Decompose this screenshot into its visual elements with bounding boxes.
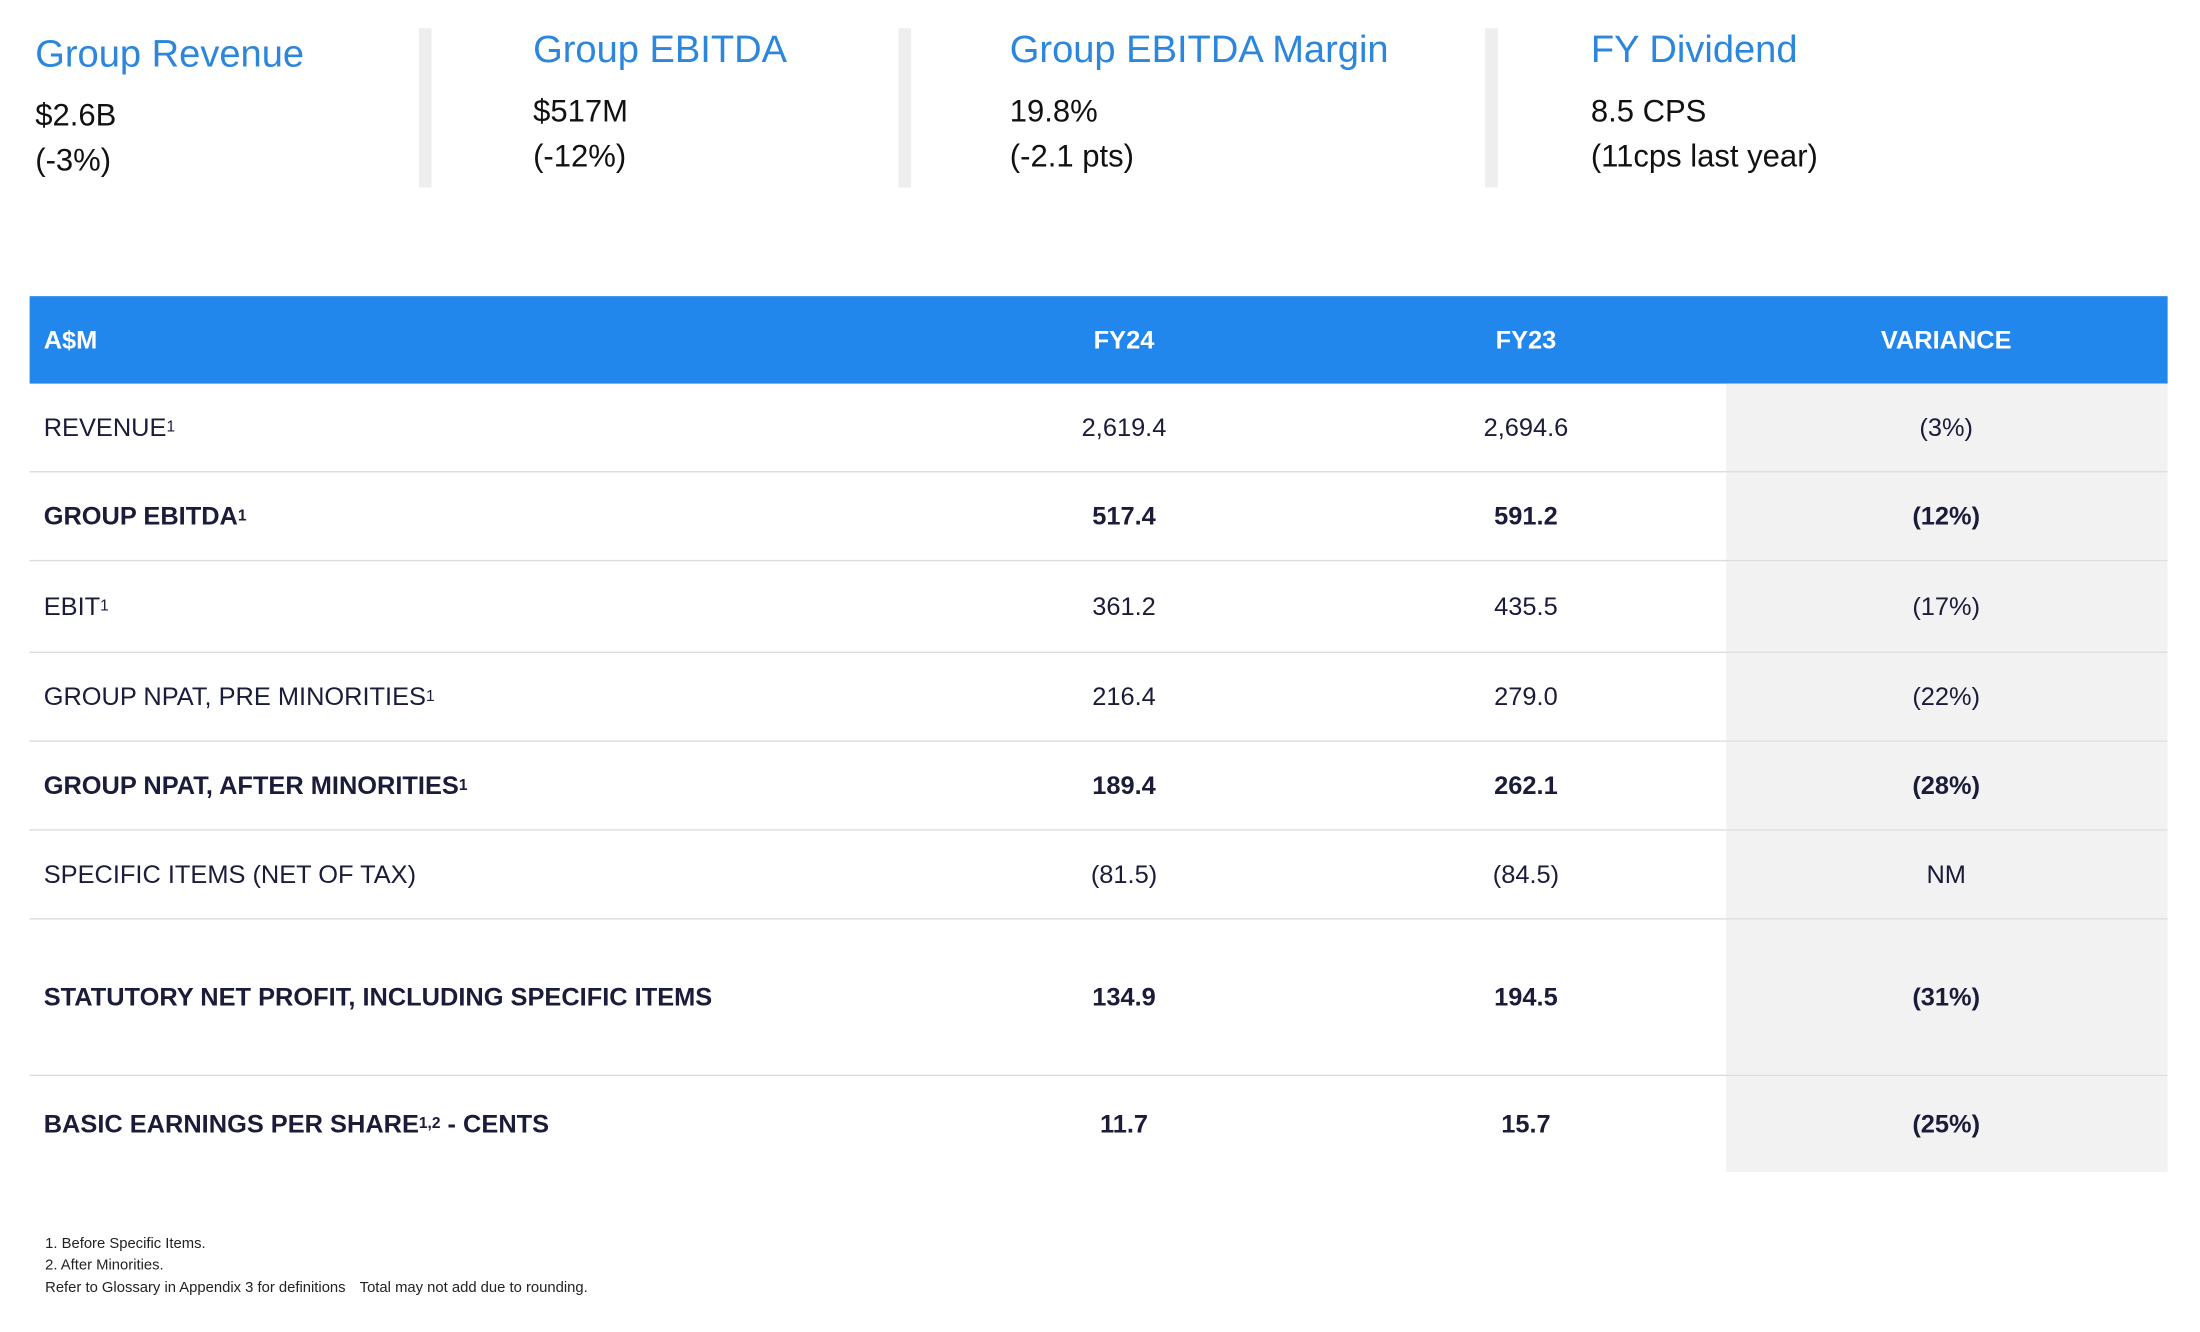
separator [418,28,432,188]
kpi-value: $2.6B [35,97,117,133]
row-label: GROUP NPAT, AFTER MINORITIES 1 [44,742,468,829]
footnote-ref: 1 [100,597,109,615]
label-text: REVENUE [43,412,167,441]
kpi-values: 8.5 CPS (11cps last year) [1591,89,1818,179]
row-label: STATUTORY NET PROFIT, INCLUDING SPECIFIC… [44,920,713,1075]
kpi: Group EBITDA $517M (-12%) [533,28,787,179]
label-text: BASIC EARNINGS PER SHARE [43,1109,419,1138]
fy23-cell: 279.0 [1494,681,1558,711]
variance-cell: (25%) [1912,1109,1981,1138]
table-row: GROUP NPAT, AFTER MINORITIES 1 189.4 262.1 (… [29,741,2168,831]
variance-shade [1726,919,2168,1075]
variance-cell: NM [1926,859,1966,888]
fy24-cell: 517.4 [1092,501,1156,530]
kpi-change: (-2.1 pts) [1009,138,1134,174]
table-row: EBIT 1 361.2 435.5 (17%) [29,561,2168,653]
kpi-change: (-12%) [533,138,627,174]
fy23-cell: 2,694.6 [1483,412,1569,441]
variance-cell: (31%) [1912,982,1981,1011]
kpi-change: (11cps last year) [1590,138,1818,174]
fy23-cell: 194.5 [1494,982,1558,1011]
variance-shade [1726,383,2168,472]
kpi-value: $517M [533,93,628,129]
variance-cell: (28%) [1912,770,1981,799]
footnote-ref: 1 [458,777,468,794]
fy24-cell: 216.4 [1092,681,1156,711]
label-suffix: - CENTS [440,1109,550,1138]
kpi: Group EBITDA Margin 19.8% (-2.1 pts) [1010,28,1389,179]
fy24-cell: 11.7 [1099,1109,1149,1138]
fy23-cell: 15.7 [1501,1109,1551,1138]
kpi: FY Dividend 8.5 CPS (11cps last year) [1591,28,1818,179]
footnote: 2. After Minorities. [45,1256,164,1274]
kpi: Group Revenue $2.6B (-3%) [35,32,304,183]
variance-cell: (12%) [1912,501,1981,530]
variance-shade [1726,561,2168,652]
separator [898,28,912,188]
table-row: REVENUE 1 2,619.4 2,694.6 (3%) [29,383,2168,473]
table: A$M FY24 FY23 VARIANCE REVENUE 1 2,619.4 2,694.… [29,296,2168,1172]
fy23-cell: 435.5 [1494,591,1558,620]
kpi-title: Group Revenue [35,32,305,75]
kpi-title: Group EBITDA Margin [1009,28,1389,71]
table-row: BASIC EARNINGS PER SHARE 1,2 - CENTS 11.7 1… [30,1076,2168,1172]
variance-shade [1726,652,2168,741]
row-label: BASIC EARNINGS PER SHARE 1,2 - CENTS [44,1076,549,1172]
variance-shade [1726,472,2168,560]
header-cell: VARIANCE [1880,325,2012,354]
variance-cell: (3%) [1919,412,1974,441]
kpi-title: Group EBITDA [533,28,788,71]
fy23-cell: (84.5) [1492,859,1560,888]
row-label: GROUP EBITDA 1 [44,472,247,559]
footnote-ref: 1 [166,418,176,436]
header-cell: FY24 [1093,325,1155,354]
label-text: STATUTORY NET PROFIT, INCLUDING SPECIFIC… [43,982,713,1011]
label-text: EBIT [43,591,101,620]
footnote-ref: 1 [237,507,247,525]
separator [1485,28,1498,188]
footnote: Refer to Glossary in Appendix 3 for defi… [45,1279,588,1296]
row-label: EBIT 1 [44,561,109,651]
label-text: GROUP NPAT, PRE MINORITIES [43,681,426,711]
table-row: SPECIFIC ITEMS (NET OF TAX) (81.5) (84.5) N… [29,830,2168,920]
variance-shade [1726,1076,2168,1172]
kpi-value: 19.8% [1009,93,1098,129]
label-text: GROUP NPAT, AFTER MINORITIES [43,770,459,799]
footnote-ref: 1,2 [418,1115,441,1133]
row-label: GROUP NPAT, PRE MINORITIES 1 [44,653,435,740]
fy24-cell: 361.2 [1092,591,1156,620]
header-cell: A$M [43,325,98,354]
table-header: A$M FY24 FY23 VARIANCE [29,296,2168,384]
kpi-value: 8.5 CPS [1590,93,1707,129]
variance-shade [1726,830,2168,919]
kpi-title: FY Dividend [1590,28,1798,71]
table-row: GROUP EBITDA 1 517.4 591.2 (12%) [29,472,2168,562]
fy24-cell: 2,619.4 [1081,412,1167,441]
kpi-values: 19.8% (-2.1 pts) [1010,89,1389,179]
label-text: SPECIFIC ITEMS (NET OF TAX) [43,859,417,888]
row-label: REVENUE 1 [44,384,175,471]
footnote-text: Refer to Glossary in Appendix 3 for defi… [45,1279,346,1297]
footnote: 1. Before Specific Items. [45,1235,206,1253]
kpi-change: (-3%) [35,142,112,178]
kpi-values: $2.6B (-3%) [35,93,304,183]
fy24-cell: (81.5) [1090,859,1158,888]
footnote-text: Total may not add due to rounding. [359,1279,588,1297]
table-row: STATUTORY NET PROFIT, INCLUDING SPECIFIC… [29,919,2168,1077]
fy23-cell: 591.2 [1494,501,1558,530]
kpi-values: $517M (-12%) [533,89,787,179]
table-row: GROUP NPAT, PRE MINORITIES 1 216.4 279.0 (22… [29,652,2168,742]
variance-cell: (17%) [1912,591,1981,620]
fy23-cell: 262.1 [1494,770,1558,799]
row-label: SPECIFIC ITEMS (NET OF TAX) [44,831,416,918]
fy24-cell: 189.4 [1092,770,1156,799]
header-cell: FY23 [1495,325,1557,354]
label-text: GROUP EBITDA [43,501,238,530]
variance-cell: (22%) [1912,681,1981,711]
fy24-cell: 134.9 [1092,982,1156,1011]
footnote-ref: 1 [425,688,435,706]
variance-shade [1726,741,2168,830]
